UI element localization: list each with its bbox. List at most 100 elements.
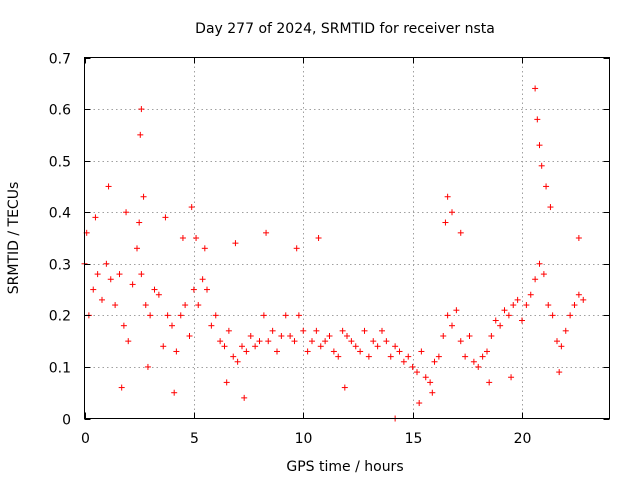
y-tick-label: 0.7: [49, 52, 71, 68]
data-point: [291, 338, 298, 345]
y-tick-label: 0.5: [49, 155, 71, 171]
data-point: [147, 312, 154, 319]
data-point: [177, 312, 184, 319]
chart-title: Day 277 of 2024, SRMTID for receiver nst…: [195, 21, 495, 37]
data-point: [241, 394, 248, 401]
x-tick-label: 0: [81, 431, 90, 447]
data-point: [429, 389, 436, 396]
data-point: [400, 358, 407, 365]
data-point: [510, 302, 517, 309]
data-point: [171, 389, 178, 396]
data-point: [252, 343, 259, 350]
data-point: [256, 338, 263, 345]
data-point: [179, 235, 186, 241]
data-point: [370, 338, 377, 345]
data-point: [479, 353, 486, 360]
data-point: [326, 332, 333, 339]
data-point: [137, 131, 144, 138]
data-point: [396, 348, 403, 355]
y-tick-label: 0.4: [49, 206, 71, 222]
data-point: [466, 332, 473, 339]
data-point: [232, 240, 239, 247]
data-point: [201, 245, 208, 252]
data-point: [339, 327, 346, 334]
data-point: [383, 338, 390, 345]
data-point: [140, 193, 147, 200]
data-point: [543, 183, 550, 190]
data-point: [527, 291, 534, 298]
data-point: [492, 317, 499, 324]
data-point: [204, 286, 210, 293]
data-point: [313, 327, 320, 334]
data-point: [532, 276, 539, 283]
data-point: [123, 209, 130, 216]
data-point: [243, 348, 250, 355]
y-tick-label: 0.3: [49, 258, 71, 274]
data-point: [534, 116, 541, 123]
data-point: [182, 302, 189, 309]
data-point: [462, 353, 469, 360]
data-point: [449, 322, 455, 329]
data-point: [457, 229, 464, 236]
data-point: [260, 312, 267, 319]
data-point: [545, 302, 552, 309]
data-point: [348, 338, 355, 345]
data-point: [99, 296, 105, 303]
data-point: [486, 379, 493, 386]
data-point: [580, 296, 587, 303]
data-point: [547, 204, 554, 211]
y-axis-label: SRMTID / TECUs: [6, 182, 22, 295]
data-point: [497, 322, 504, 329]
data-point: [105, 183, 112, 190]
data-point: [190, 286, 197, 293]
data-point: [379, 327, 385, 334]
data-points: [81, 85, 587, 422]
data-point: [136, 219, 143, 226]
data-point: [361, 327, 368, 334]
data-point: [274, 348, 280, 355]
data-point: [335, 353, 342, 360]
data-point: [138, 271, 145, 278]
data-point: [322, 338, 329, 345]
data-point: [295, 312, 302, 319]
data-point: [449, 209, 455, 216]
data-point: [188, 204, 195, 211]
data-point: [444, 193, 451, 200]
data-point: [330, 348, 337, 355]
data-point: [431, 358, 438, 365]
data-point: [457, 338, 464, 345]
data-point: [575, 235, 582, 241]
data-point: [453, 307, 460, 314]
data-point: [387, 353, 394, 360]
data-point: [212, 312, 219, 319]
data-point: [536, 142, 543, 149]
data-point: [151, 286, 158, 293]
data-point: [567, 312, 574, 319]
data-point: [304, 348, 311, 355]
data-point: [392, 343, 399, 350]
data-point: [265, 338, 272, 345]
data-point: [195, 302, 202, 309]
data-point: [112, 302, 119, 309]
data-point: [488, 332, 495, 339]
data-point: [193, 235, 200, 241]
data-point: [120, 322, 127, 329]
data-point: [221, 343, 228, 350]
data-point: [164, 312, 171, 319]
data-point: [293, 245, 300, 252]
data-point: [103, 260, 110, 267]
data-point: [160, 343, 167, 350]
x-tick-label: 10: [295, 431, 313, 447]
data-point: [138, 106, 145, 113]
data-point: [427, 379, 434, 386]
data-point: [129, 281, 136, 288]
data-point: [287, 332, 294, 339]
data-point: [422, 374, 429, 381]
data-point: [208, 322, 215, 329]
data-point: [118, 384, 125, 391]
data-point: [484, 348, 490, 355]
data-point: [315, 235, 322, 241]
data-point: [416, 400, 423, 407]
data-point: [501, 307, 508, 314]
